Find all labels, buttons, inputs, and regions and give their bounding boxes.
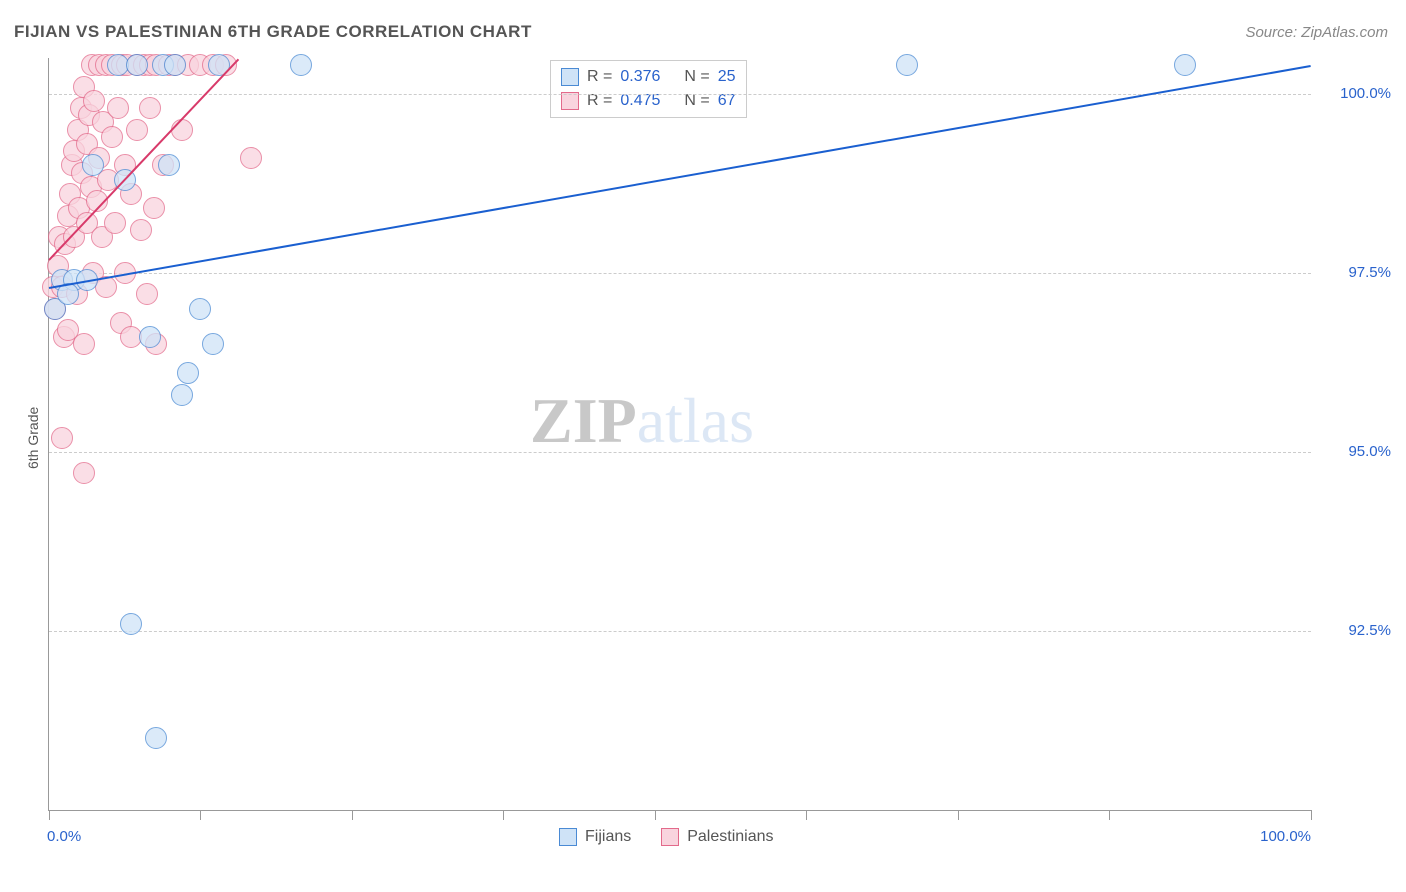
legend-r-label: R =: [587, 65, 612, 89]
watermark-bold: ZIP: [530, 385, 637, 456]
data-point: [143, 197, 165, 219]
legend-r-label: R =: [587, 89, 612, 113]
source-label: Source: ZipAtlas.com: [1245, 24, 1388, 41]
legend-n-label: N =: [684, 65, 709, 89]
ytick-label: 100.0%: [1321, 85, 1391, 102]
xtick: [503, 810, 504, 820]
ytick-label: 97.5%: [1321, 264, 1391, 281]
data-point: [202, 333, 224, 355]
data-point: [1174, 54, 1196, 76]
xtick: [49, 810, 50, 820]
data-point: [120, 613, 142, 635]
xtick: [655, 810, 656, 820]
data-point: [171, 384, 193, 406]
data-point: [104, 212, 126, 234]
data-point: [896, 54, 918, 76]
gridline: [49, 94, 1311, 95]
legend-n-value: 67: [718, 89, 736, 113]
xtick: [1109, 810, 1110, 820]
data-point: [126, 119, 148, 141]
data-point: [145, 727, 167, 749]
xtick-label: 100.0%: [1251, 828, 1311, 845]
legend-stats-row: R = 0.376 N = 25: [561, 65, 736, 89]
legend-item: Palestinians: [661, 828, 773, 846]
legend-n-value: 25: [718, 65, 736, 89]
xtick-label: 0.0%: [47, 828, 107, 845]
legend-r-value: 0.376: [620, 65, 660, 89]
watermark-light: atlas: [637, 385, 754, 456]
xtick: [200, 810, 201, 820]
data-point: [130, 219, 152, 241]
data-point: [177, 362, 199, 384]
data-point: [126, 54, 148, 76]
legend-r-value: 0.475: [620, 89, 660, 113]
data-point: [189, 298, 211, 320]
legend-n-label: N =: [684, 89, 709, 113]
data-point: [83, 90, 105, 112]
data-point: [73, 462, 95, 484]
xtick: [352, 810, 353, 820]
legend-bottom: Fijians Palestinians: [559, 828, 774, 846]
ytick-label: 95.0%: [1321, 443, 1391, 460]
gridline: [49, 273, 1311, 274]
xtick: [958, 810, 959, 820]
legend-swatch: [561, 68, 579, 86]
gridline: [49, 452, 1311, 453]
legend-label: Palestinians: [687, 828, 773, 846]
data-point: [139, 97, 161, 119]
data-point: [158, 154, 180, 176]
data-point: [171, 119, 193, 141]
watermark: ZIPatlas: [530, 384, 754, 458]
xtick: [1311, 810, 1312, 820]
legend-stats: R = 0.376 N = 25 R = 0.475 N = 67: [550, 60, 747, 118]
data-point: [101, 126, 123, 148]
data-point: [136, 283, 158, 305]
chart-title: FIJIAN VS PALESTINIAN 6TH GRADE CORRELAT…: [14, 22, 532, 42]
data-point: [82, 154, 104, 176]
data-point: [51, 427, 73, 449]
data-point: [107, 97, 129, 119]
data-point: [290, 54, 312, 76]
legend-stats-row: R = 0.475 N = 67: [561, 89, 736, 113]
xtick: [806, 810, 807, 820]
legend-item: Fijians: [559, 828, 631, 846]
gridline: [49, 631, 1311, 632]
ytick-label: 92.5%: [1321, 622, 1391, 639]
legend-swatch: [661, 828, 679, 846]
data-point: [73, 333, 95, 355]
legend-swatch: [559, 828, 577, 846]
y-axis-label: 6th Grade: [25, 407, 41, 469]
data-point: [164, 54, 186, 76]
data-point: [139, 326, 161, 348]
data-point: [240, 147, 262, 169]
plot-area: ZIPatlas R =0.376N =25R =0.475N =67 92.5…: [48, 58, 1311, 811]
legend-label: Fijians: [585, 828, 631, 846]
